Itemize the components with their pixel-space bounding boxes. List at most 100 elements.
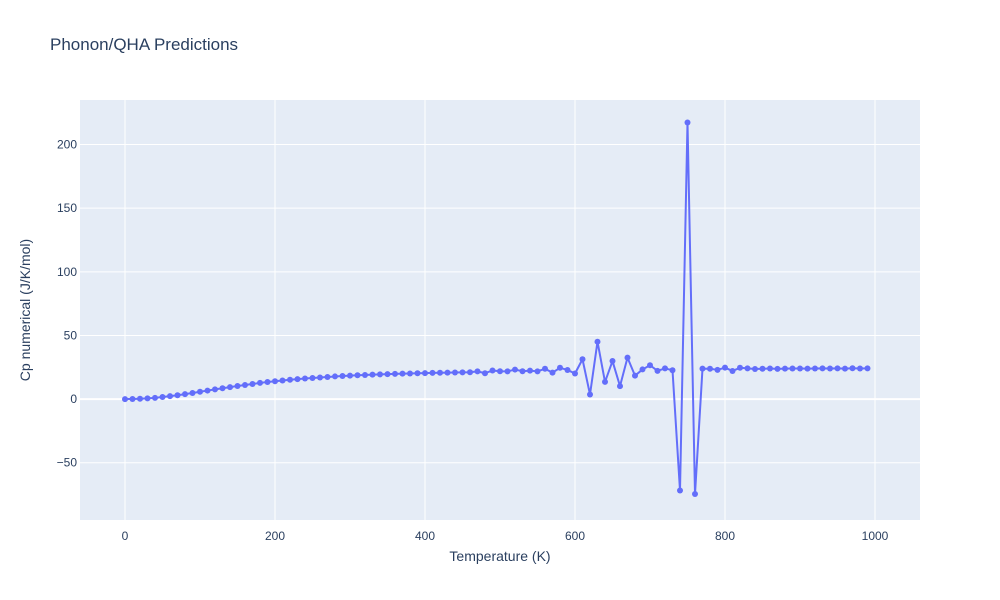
data-point (534, 368, 541, 375)
chart-title: Phonon/QHA Predictions (50, 35, 238, 54)
data-point (564, 366, 571, 373)
x-axis-ticks: 0 200 400 600 800 1000 (122, 529, 889, 543)
data-point (489, 367, 496, 374)
data-point (842, 365, 848, 372)
data-point (189, 389, 196, 396)
y-tick-label: 200 (57, 138, 77, 152)
data-point (737, 364, 743, 371)
data-point (572, 370, 578, 377)
data-point (587, 391, 593, 398)
y-axis-title: Cp numerical (J/K/mol) (17, 239, 33, 381)
data-point (152, 394, 158, 401)
data-point (647, 362, 653, 369)
data-point (474, 368, 481, 375)
data-point (669, 367, 676, 374)
data-point (677, 487, 683, 494)
data-point (819, 365, 826, 372)
data-point (459, 369, 466, 376)
data-point (129, 395, 136, 402)
data-point (332, 373, 338, 380)
data-point (482, 370, 488, 377)
data-point (159, 394, 166, 401)
data-point (467, 369, 473, 376)
x-tick-label: 600 (565, 529, 585, 543)
data-point (527, 367, 533, 374)
x-axis-title: Temperature (K) (449, 548, 550, 564)
data-point (857, 365, 863, 372)
series-line (124, 121, 868, 496)
data-point (549, 369, 556, 376)
data-point (827, 365, 833, 372)
data-point (782, 365, 788, 372)
data-point (437, 369, 443, 376)
data-point (407, 370, 413, 377)
data-point (414, 370, 421, 377)
data-point (174, 392, 181, 399)
y-axis-ticks: −50 0 50 100 150 200 (57, 138, 78, 470)
data-point (324, 373, 331, 380)
data-point (249, 380, 256, 387)
y-tick-label: −50 (57, 456, 78, 470)
data-point (302, 375, 308, 382)
data-point (804, 365, 811, 372)
series (122, 119, 871, 498)
data-point (774, 365, 781, 372)
data-point (182, 391, 188, 398)
data-point (242, 381, 248, 388)
x-tick-label: 400 (415, 529, 435, 543)
data-point (384, 371, 391, 378)
data-point (684, 119, 691, 126)
data-point (287, 376, 293, 383)
data-point (654, 367, 661, 374)
data-point (864, 365, 871, 372)
data-point (167, 393, 173, 400)
y-tick-label: 100 (57, 265, 77, 279)
data-point (632, 372, 638, 379)
data-point (339, 373, 346, 380)
data-point (617, 383, 623, 390)
data-point (729, 367, 736, 374)
grid (80, 100, 920, 520)
data-point (594, 338, 601, 345)
data-point (602, 378, 608, 385)
x-tick-label: 800 (715, 529, 735, 543)
data-point (354, 372, 361, 379)
data-point (624, 354, 631, 361)
data-point (422, 370, 428, 377)
data-point (767, 365, 773, 372)
x-tick-label: 1000 (862, 529, 889, 543)
data-point (519, 368, 526, 375)
data-point (309, 374, 316, 381)
data-point (797, 365, 803, 372)
data-point (789, 365, 796, 372)
data-point (362, 372, 368, 379)
data-point (399, 370, 406, 377)
plot-area (80, 100, 920, 520)
data-point (662, 365, 668, 372)
data-point (579, 356, 586, 363)
y-tick-label: 50 (64, 328, 78, 342)
data-point (512, 366, 518, 373)
x-tick-label: 0 (122, 529, 129, 543)
data-point (744, 365, 751, 372)
data-point (429, 369, 436, 376)
data-point (699, 365, 706, 372)
data-point (219, 385, 226, 392)
data-point (834, 365, 841, 372)
data-point (504, 368, 511, 375)
data-point (204, 387, 211, 394)
data-point (557, 364, 563, 371)
data-point (812, 365, 818, 372)
data-point (714, 366, 721, 373)
data-point (234, 382, 241, 389)
data-point (212, 386, 218, 393)
data-point (707, 365, 713, 372)
data-point (122, 396, 128, 403)
data-point (752, 366, 758, 373)
y-tick-label: 0 (70, 392, 77, 406)
data-point (279, 377, 286, 384)
data-point (227, 384, 233, 391)
data-point (144, 395, 151, 402)
data-point (347, 372, 353, 379)
